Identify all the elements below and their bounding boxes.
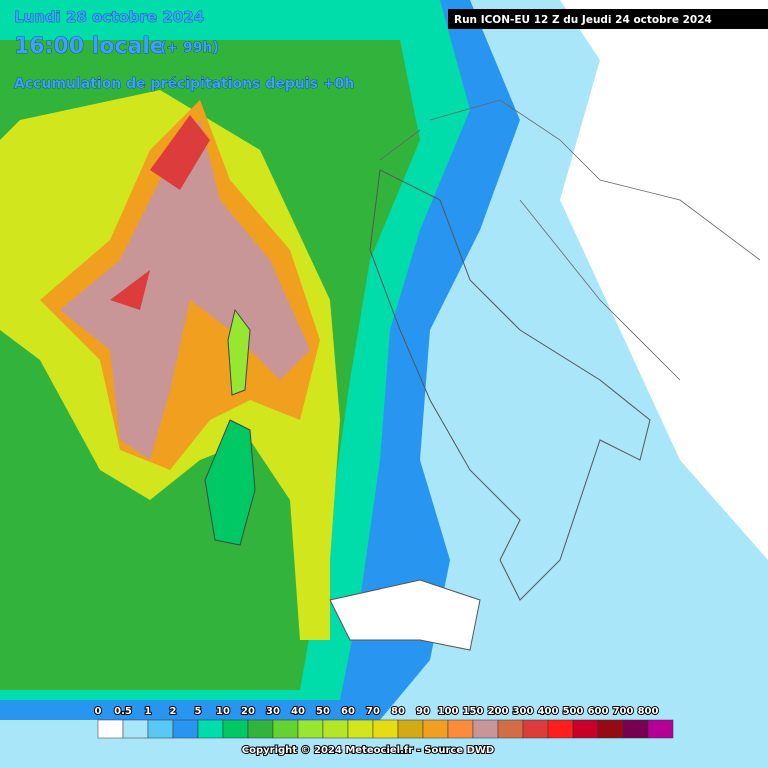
legend-swatch <box>122 719 149 739</box>
legend-swatch <box>472 719 499 739</box>
legend: 0 0.5 1 2 5 10 20 30 40 50 60 70 80 90 100 150 200 300 400… <box>94 705 674 739</box>
legend-swatch <box>197 719 224 739</box>
legend-label: 700 <box>613 706 634 717</box>
precip-red <box>110 115 210 310</box>
legend-swatch <box>547 719 574 739</box>
borders <box>379 99 761 381</box>
legend-label: 40 <box>291 706 305 717</box>
subtitle: Accumulation de précipitations depuis +0… <box>14 76 354 92</box>
date: Lundi 28 octobre 2024 <box>14 8 204 26</box>
legend-label: 800 <box>638 706 659 717</box>
legend-label: 500 <box>563 706 584 717</box>
run-label: Run ICON-EU 12 Z du Jeudi 24 octobre 202… <box>454 14 712 26</box>
sardinia <box>204 419 256 546</box>
time: 16:00 locale <box>14 34 165 59</box>
italy-outline <box>369 169 651 601</box>
legend-swatch <box>597 719 624 739</box>
legend-label: 30 <box>266 706 280 717</box>
legend-swatch <box>397 719 424 739</box>
legend-label: 1 <box>145 706 152 717</box>
offset: (+ 99h) <box>160 40 219 56</box>
legend-swatch <box>422 719 449 739</box>
legend-label: 200 <box>488 706 509 717</box>
legend-swatch <box>172 719 199 739</box>
legend-swatch <box>572 719 599 739</box>
legend-swatch <box>97 719 124 739</box>
legend-label: 600 <box>588 706 609 717</box>
corsica <box>227 308 251 396</box>
legend-label: 70 <box>366 706 380 717</box>
legend-swatch <box>372 719 399 739</box>
legend-swatch <box>297 719 324 739</box>
legend-swatch <box>272 719 299 739</box>
legend-swatch <box>647 719 674 739</box>
copyright: Copyright © 2024 Meteociel.fr - Source D… <box>242 745 494 756</box>
legend-label: 100 <box>438 706 459 717</box>
legend-swatch <box>222 719 249 739</box>
legend-swatch <box>247 719 274 739</box>
legend-label: 0.5 <box>114 706 132 717</box>
run-box <box>448 9 768 29</box>
sicily <box>329 579 481 651</box>
legend-label: 5 <box>195 706 202 717</box>
legend-label: 400 <box>538 706 559 717</box>
legend-swatch <box>497 719 524 739</box>
legend-label: 60 <box>341 706 355 717</box>
legend-label: 0 <box>95 706 102 717</box>
legend-label: 90 <box>416 706 430 717</box>
legend-label: 20 <box>241 706 255 717</box>
legend-label: 10 <box>216 706 230 717</box>
legend-swatch <box>522 719 549 739</box>
legend-swatch <box>622 719 649 739</box>
legend-swatch <box>447 719 474 739</box>
legend-swatch <box>347 719 374 739</box>
legend-label: 80 <box>391 706 405 717</box>
legend-swatch <box>322 719 349 739</box>
legend-label: 50 <box>316 706 330 717</box>
legend-swatch <box>147 719 174 739</box>
precip-pink <box>60 120 310 460</box>
legend-label: 300 <box>513 706 534 717</box>
legend-label: 150 <box>463 706 484 717</box>
legend-label: 2 <box>170 706 177 717</box>
